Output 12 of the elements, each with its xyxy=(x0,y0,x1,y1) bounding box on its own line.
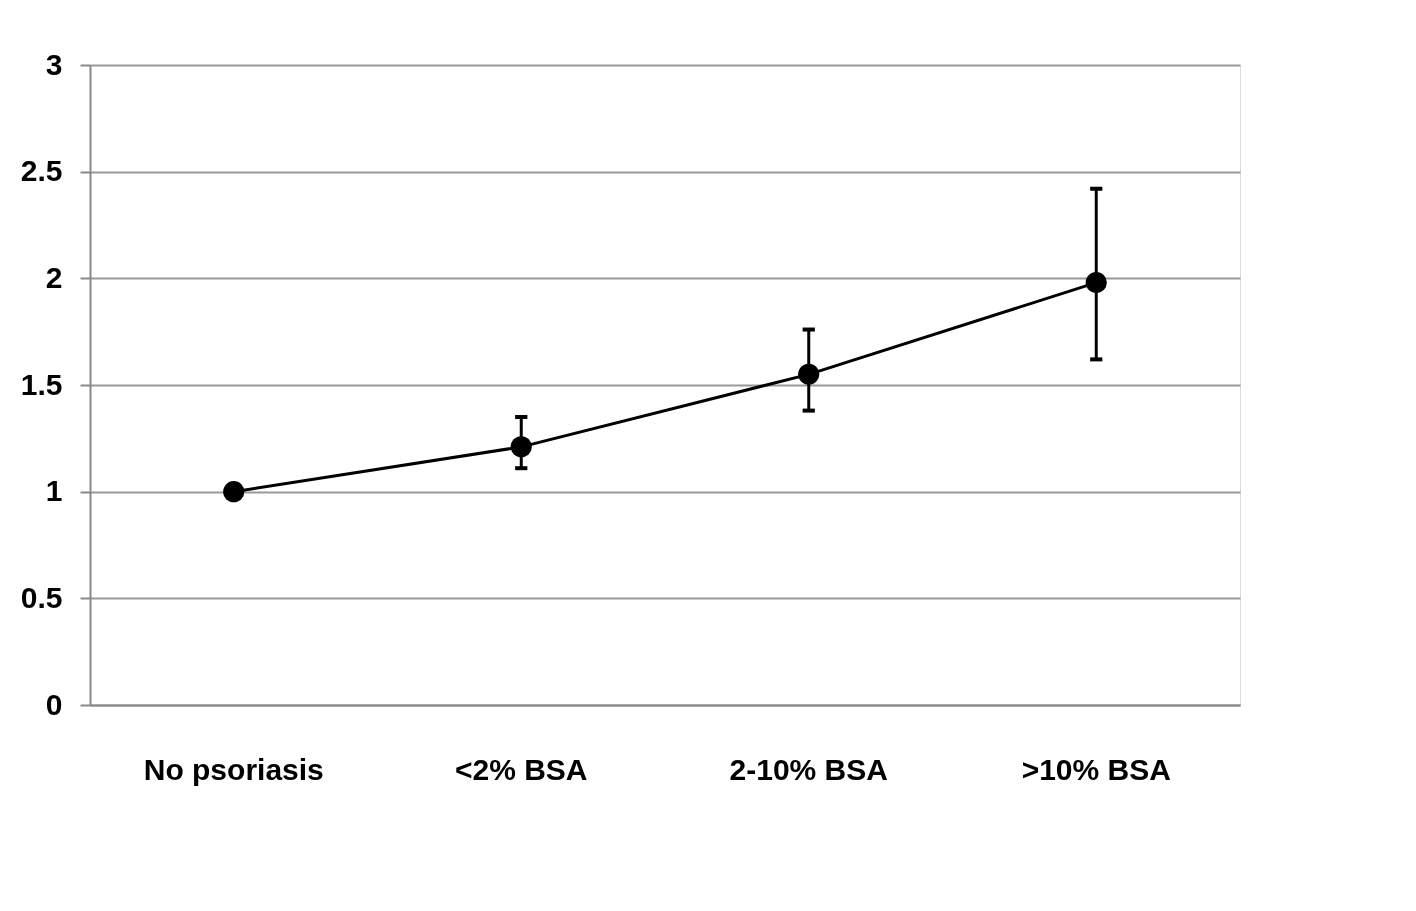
x-tick-label: No psoriasis xyxy=(143,752,324,786)
x-tick-label: >10% BSA xyxy=(1021,752,1171,786)
y-tick-label: 2 xyxy=(45,260,63,294)
y-tick-label: 1 xyxy=(45,474,63,508)
x-tick-label: 2-10% BSA xyxy=(729,752,888,786)
point xyxy=(223,481,245,503)
x-tick-label: <2% BSA xyxy=(454,752,588,786)
y-tick-label: 2.5 xyxy=(20,154,63,188)
y-tick-label: 1.5 xyxy=(20,367,63,401)
y-tick-label: 0.5 xyxy=(20,580,63,614)
y-tick-label: 3 xyxy=(45,47,63,81)
y-tick-label: 0 xyxy=(45,687,63,721)
